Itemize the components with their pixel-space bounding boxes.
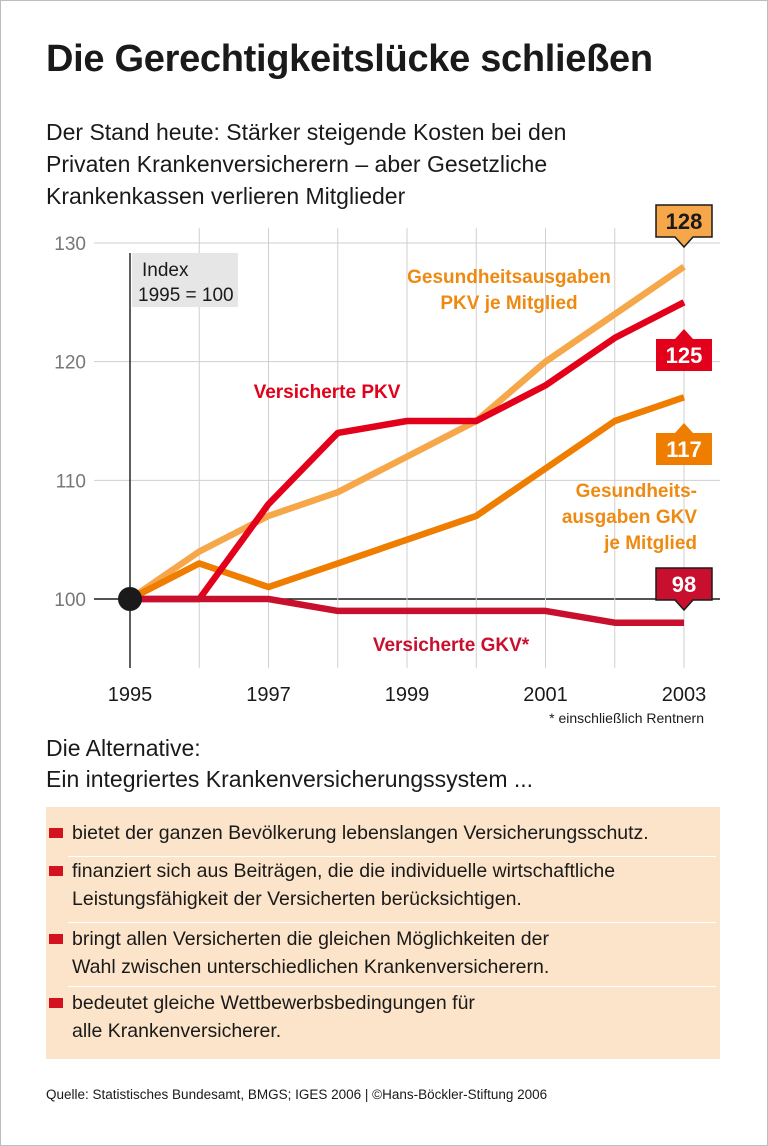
divider [68, 856, 716, 857]
end-value-label: 98 [672, 572, 696, 597]
x-tick-label: 1995 [108, 684, 153, 706]
y-tick-label: 100 [54, 590, 86, 611]
index-box [132, 253, 238, 307]
benefit-text: Wahl zwischen unterschiedlichen Krankenv… [72, 956, 550, 978]
x-tick-label: 2001 [523, 684, 568, 706]
subtitle-line: Der Stand heute: Stärker steigende Koste… [46, 119, 567, 145]
series-name-gkv_ausgaben: ausgaben GKV [562, 507, 697, 528]
x-tick-label: 2003 [662, 684, 707, 706]
source-note: Quelle: Statistisches Bundesamt, BMGS; I… [46, 1087, 548, 1102]
y-tick-label: 110 [56, 471, 86, 492]
end-value-tag [655, 567, 713, 612]
end-value-label: 117 [666, 437, 702, 462]
footnote: * einschließlich Rentnern [549, 710, 704, 726]
series-line-pkv_ausgaben [128, 264, 686, 602]
benefit-text: finanziert sich aus Beiträgen, die die i… [72, 860, 616, 882]
benefit-text: bedeutet gleiche Wettbewerbsbedingungen … [72, 992, 475, 1014]
subtitle-line: Krankenkassen verlieren Mitglieder [46, 183, 406, 209]
end-value-tag [656, 423, 712, 465]
benefit-text: Leistungsfähigkeit der Versicherten berü… [72, 888, 522, 910]
line-chart: 100 110 120 130 Index 1995 = 100 1995 1997 1999 2… [54, 204, 720, 726]
series-name-pkv_ausgaben: PKV je Mitglied [440, 293, 577, 314]
end-value-label: 125 [666, 343, 703, 368]
x-tick-label: 1999 [385, 684, 430, 706]
series-name-gkv_ausgaben: Gesundheits- [576, 481, 697, 502]
page-title: Die Gerechtigkeitslücke schließen [46, 38, 653, 80]
bullet-square-icon [49, 828, 63, 838]
subtitle-line: Privaten Krankenversicherern – aber Gese… [46, 151, 548, 177]
y-tick-label: 120 [54, 353, 86, 374]
alternative-line: Die Alternative: [46, 735, 201, 761]
series-name-gkv_versicherte: Versicherte GKV* [373, 635, 530, 656]
series-name-gkv_ausgaben: je Mitglied [603, 533, 697, 554]
benefit-text: bringt allen Versicherten die gleichen M… [72, 928, 549, 950]
series-line-gkv_versicherte [130, 595, 684, 626]
divider [68, 986, 716, 987]
benefit-text: bietet der ganzen Bevölkerung lebenslang… [72, 822, 649, 844]
alternative-heading: Die Alternative: Ein integriertes Kranke… [46, 733, 533, 795]
bullet-square-icon [49, 866, 63, 876]
alternative-line: Ein integriertes Krankenversicherungssys… [46, 766, 534, 792]
benefit-text: alle Krankenversicherer. [72, 1020, 282, 1042]
bullet-square-icon [49, 998, 63, 1008]
end-value-tag [655, 204, 713, 249]
series-line-pkv_versicherte [130, 299, 686, 603]
subtitle: Der Stand heute: Stärker steigende Koste… [46, 116, 726, 212]
divider [68, 922, 716, 923]
series-name-pkv_versicherte: Versicherte PKV [254, 382, 401, 403]
index-label: 1995 = 100 [138, 285, 234, 306]
index-label: Index [142, 260, 189, 281]
y-tick-label: 130 [54, 234, 86, 255]
x-tick-label: 1997 [246, 684, 291, 706]
origin-marker [118, 587, 142, 611]
series-name-pkv_ausgaben: Gesundheitsausgaben [407, 267, 611, 288]
end-value-tag [656, 329, 712, 371]
benefits-box: bietet der ganzen Bevölkerung lebenslang… [46, 807, 720, 1059]
end-value-label: 128 [666, 209, 703, 234]
bullet-square-icon [49, 934, 63, 944]
